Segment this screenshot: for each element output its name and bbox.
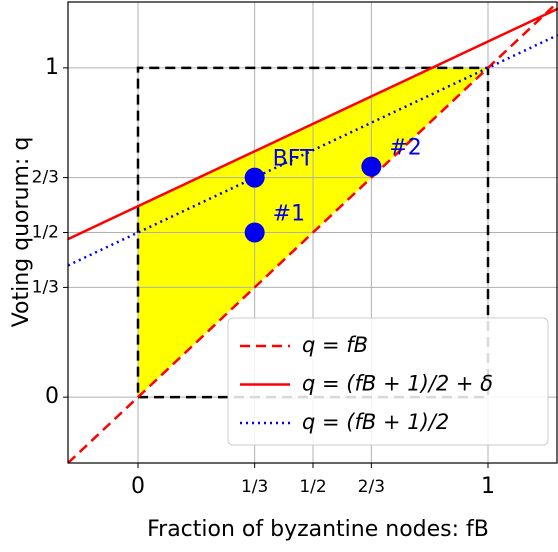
x-tick-label: 1/2 — [299, 477, 326, 497]
y-tick-label: 2/3 — [32, 168, 59, 188]
point — [244, 167, 265, 188]
legend-label: q = (fB + 1)/2 — [302, 410, 449, 434]
point — [361, 156, 382, 177]
legend — [227, 317, 549, 446]
x-axis-label: Fraction of byzantine nodes: fB — [147, 517, 489, 542]
point-label: BFT — [273, 147, 314, 172]
axes-frame — [67, 1, 558, 464]
x-tick-label: 1 — [481, 474, 495, 499]
y-tick-label: 0 — [45, 384, 59, 409]
legend-label: q = (fB + 1)/2 + δ — [302, 372, 493, 396]
y-tick-label: 1/2 — [32, 223, 59, 243]
x-tick-label: 1/3 — [241, 477, 268, 497]
legend-label: q = fB — [302, 333, 368, 357]
y-axis-label: Voting quorum: q — [9, 137, 34, 328]
line — [68, 2, 558, 463]
x-tick-label: 2/3 — [358, 477, 385, 497]
y-tick-label: 1 — [45, 55, 59, 80]
x-tick-label: 0 — [131, 474, 145, 499]
point-label: #2 — [389, 136, 421, 161]
line — [68, 33, 558, 267]
line — [68, 7, 558, 241]
point-label: #1 — [273, 202, 305, 227]
y-tick-label: 1/3 — [32, 277, 59, 297]
point — [244, 222, 265, 243]
